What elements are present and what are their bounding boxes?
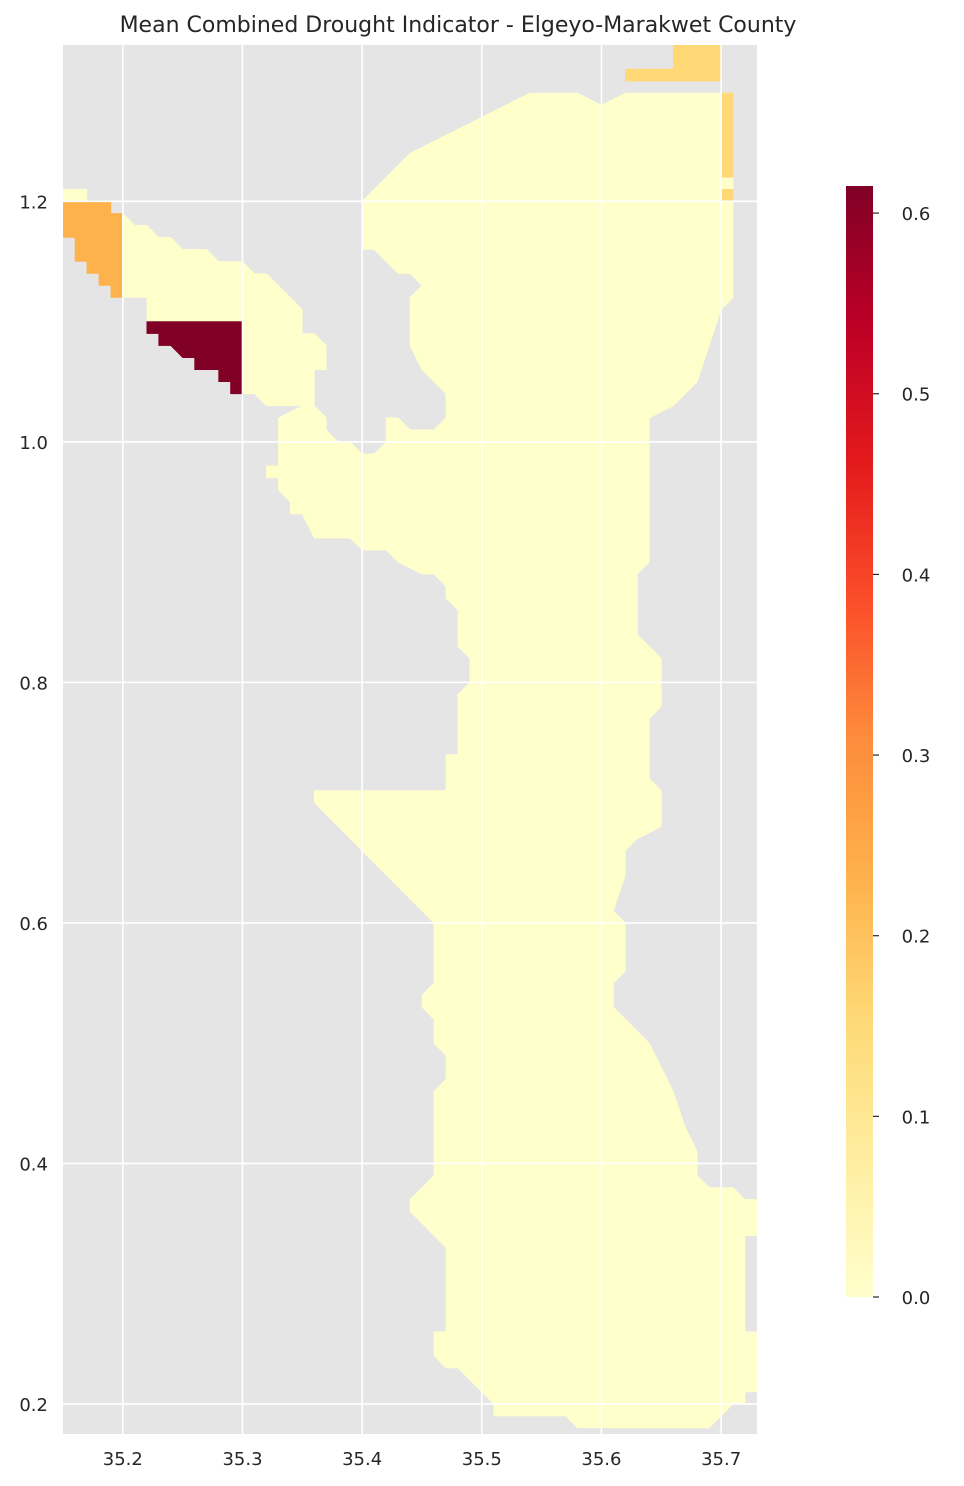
x-tick-label: 35.6 [581, 1449, 621, 1470]
colorbar-tick-label: 0.0 [902, 1288, 931, 1309]
x-axis-ticks: 35.2 35.3 35.4 35.5 35.6 35.7 [103, 1449, 741, 1470]
y-tick-label: 0.4 [19, 1154, 48, 1175]
colorbar-tick-label: 0.4 [902, 565, 931, 586]
region-small-yellow-west-cell [63, 189, 88, 202]
colorbar-tick-label: 0.3 [902, 746, 931, 767]
x-tick-label: 35.3 [222, 1449, 262, 1470]
y-tick-label: 0.6 [19, 914, 48, 935]
map-regions [63, 45, 757, 1429]
x-tick-label: 35.2 [103, 1449, 143, 1470]
grid-lines [63, 45, 757, 1434]
region-orange-west-corner [63, 201, 124, 298]
x-tick-label: 35.5 [462, 1449, 502, 1470]
x-tick-label: 35.4 [342, 1449, 382, 1470]
chart-title: Mean Combined Drought Indicator - Elgeyo… [120, 13, 797, 38]
y-tick-label: 0.2 [19, 1395, 48, 1416]
colorbar-tick-label: 0.6 [902, 204, 931, 225]
x-tick-label: 35.7 [701, 1449, 741, 1470]
region-northeast-strip-right [720, 92, 734, 178]
colorbar-tick-label: 0.2 [902, 927, 931, 948]
y-axis-ticks: 1.2 1.0 0.8 0.6 0.4 0.2 [19, 192, 48, 1416]
y-tick-label: 1.0 [19, 433, 48, 454]
y-tick-label: 0.8 [19, 673, 48, 694]
y-tick-label: 1.2 [19, 192, 48, 213]
colorbar-ticks: 0.0 0.1 0.2 0.3 0.4 0.5 0.6 [873, 204, 930, 1309]
colorbar-tick-label: 0.1 [902, 1107, 931, 1128]
region-northeast-strip-small [720, 189, 734, 202]
region-northeast-strip-top [625, 45, 722, 82]
colorbar [846, 186, 873, 1297]
colorbar-tick-label: 0.5 [902, 385, 931, 406]
region-dark-red-triangle [146, 321, 243, 395]
